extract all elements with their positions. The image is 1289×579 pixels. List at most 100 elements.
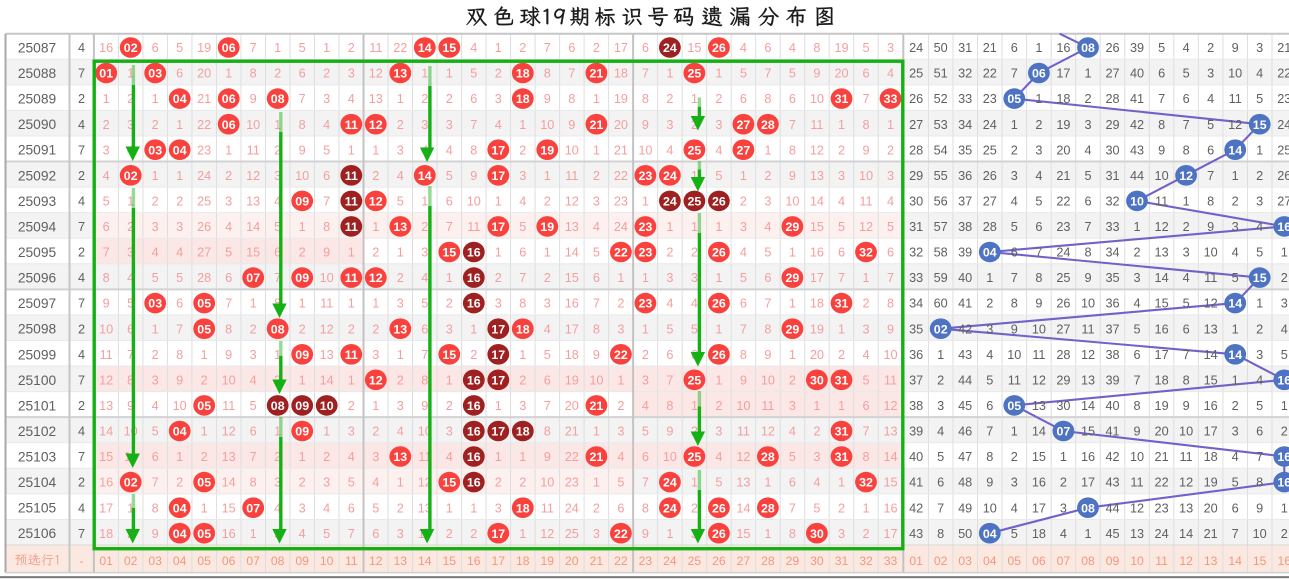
svg-text:5: 5 (127, 297, 134, 311)
svg-text:17: 17 (1056, 67, 1070, 81)
svg-text:3: 3 (887, 169, 894, 183)
svg-text:15: 15 (565, 271, 579, 285)
svg-text:4: 4 (421, 271, 428, 285)
svg-text:3: 3 (323, 92, 330, 106)
svg-text:1: 1 (1281, 399, 1288, 413)
svg-text:8: 8 (1133, 399, 1140, 413)
svg-text:38: 38 (958, 220, 972, 234)
svg-text:2: 2 (78, 399, 85, 413)
svg-text:33: 33 (909, 271, 923, 285)
svg-text:1: 1 (838, 322, 845, 336)
svg-text:4: 4 (152, 246, 159, 260)
svg-text:6: 6 (1035, 220, 1042, 234)
svg-text:18: 18 (1056, 92, 1070, 106)
svg-text:12: 12 (1155, 220, 1169, 234)
svg-text:1: 1 (715, 322, 722, 336)
svg-text:9: 9 (421, 399, 428, 413)
svg-text:1: 1 (937, 348, 944, 362)
svg-text:07: 07 (1057, 425, 1071, 439)
svg-text:6: 6 (176, 67, 183, 81)
svg-text:1: 1 (1232, 322, 1239, 336)
svg-text:11: 11 (1180, 450, 1193, 464)
svg-text:26: 26 (909, 92, 923, 106)
svg-text:1: 1 (323, 425, 330, 439)
svg-text:19: 19 (834, 41, 848, 55)
svg-text:6: 6 (937, 476, 944, 490)
svg-text:16: 16 (1056, 41, 1070, 55)
svg-text:1: 1 (862, 501, 869, 515)
svg-text:40: 40 (1130, 67, 1144, 81)
svg-text:2: 2 (372, 246, 379, 260)
svg-text:4: 4 (1183, 271, 1190, 285)
svg-text:1: 1 (274, 425, 281, 439)
svg-text:3: 3 (495, 92, 502, 106)
svg-text:17: 17 (492, 554, 506, 568)
svg-text:26: 26 (1105, 41, 1119, 55)
svg-text:8: 8 (862, 450, 869, 464)
svg-text:8: 8 (642, 92, 649, 106)
svg-text:14: 14 (418, 41, 432, 55)
svg-text:32: 32 (958, 67, 972, 81)
svg-text:18: 18 (810, 297, 824, 311)
svg-text:5: 5 (1207, 118, 1214, 132)
svg-text:2: 2 (862, 527, 869, 541)
svg-text:1: 1 (274, 118, 281, 132)
svg-text:1: 1 (715, 220, 722, 234)
svg-text:1: 1 (397, 348, 404, 362)
svg-text:1: 1 (348, 143, 355, 157)
svg-text:04: 04 (983, 554, 997, 568)
svg-text:2: 2 (1084, 92, 1091, 106)
svg-text:24: 24 (197, 169, 211, 183)
svg-text:4: 4 (862, 348, 869, 362)
svg-text:6: 6 (642, 41, 649, 55)
svg-text:2: 2 (593, 41, 600, 55)
svg-text:3: 3 (764, 195, 771, 209)
svg-text:7: 7 (544, 399, 551, 413)
svg-text:14: 14 (810, 195, 824, 209)
svg-text:20: 20 (197, 67, 211, 81)
svg-text:27: 27 (1105, 67, 1119, 81)
svg-text:17: 17 (810, 271, 824, 285)
svg-text:2: 2 (78, 246, 85, 260)
svg-text:39: 39 (909, 425, 923, 439)
svg-text:2: 2 (470, 348, 477, 362)
svg-text:4: 4 (78, 501, 85, 515)
svg-text:29: 29 (786, 271, 800, 285)
svg-text:1: 1 (593, 476, 600, 490)
svg-text:15: 15 (442, 348, 456, 362)
svg-text:2: 2 (519, 143, 526, 157)
svg-text:27: 27 (909, 118, 923, 132)
svg-text:1: 1 (1035, 92, 1042, 106)
svg-text:30: 30 (810, 373, 824, 387)
svg-text:2: 2 (715, 399, 722, 413)
svg-text:20: 20 (1155, 425, 1169, 439)
svg-text:21: 21 (1277, 41, 1289, 55)
svg-text:6: 6 (323, 169, 330, 183)
svg-text:12: 12 (1179, 169, 1193, 183)
svg-text:6: 6 (862, 67, 869, 81)
svg-text:2: 2 (348, 322, 355, 336)
svg-text:8: 8 (544, 425, 551, 439)
svg-text:4: 4 (1183, 41, 1190, 55)
svg-text:27: 27 (1277, 195, 1289, 209)
svg-text:7: 7 (593, 297, 600, 311)
svg-text:1: 1 (176, 169, 183, 183)
svg-text:1: 1 (446, 373, 453, 387)
svg-text:25090: 25090 (18, 117, 57, 132)
svg-text:11: 11 (1155, 195, 1168, 209)
svg-text:38: 38 (909, 399, 923, 413)
svg-text:40: 40 (909, 450, 923, 464)
svg-text:9: 9 (544, 92, 551, 106)
svg-text:03: 03 (148, 554, 162, 568)
svg-text:1: 1 (274, 348, 281, 362)
svg-text:26: 26 (712, 501, 726, 515)
svg-text:23: 23 (639, 554, 653, 568)
svg-text:15: 15 (810, 220, 824, 234)
svg-text:1: 1 (421, 67, 428, 81)
svg-text:4: 4 (78, 195, 85, 209)
svg-text:18: 18 (1032, 527, 1046, 541)
svg-text:24: 24 (663, 476, 677, 490)
svg-text:5: 5 (1035, 195, 1042, 209)
svg-text:3: 3 (1133, 271, 1140, 285)
svg-text:11: 11 (859, 195, 872, 209)
